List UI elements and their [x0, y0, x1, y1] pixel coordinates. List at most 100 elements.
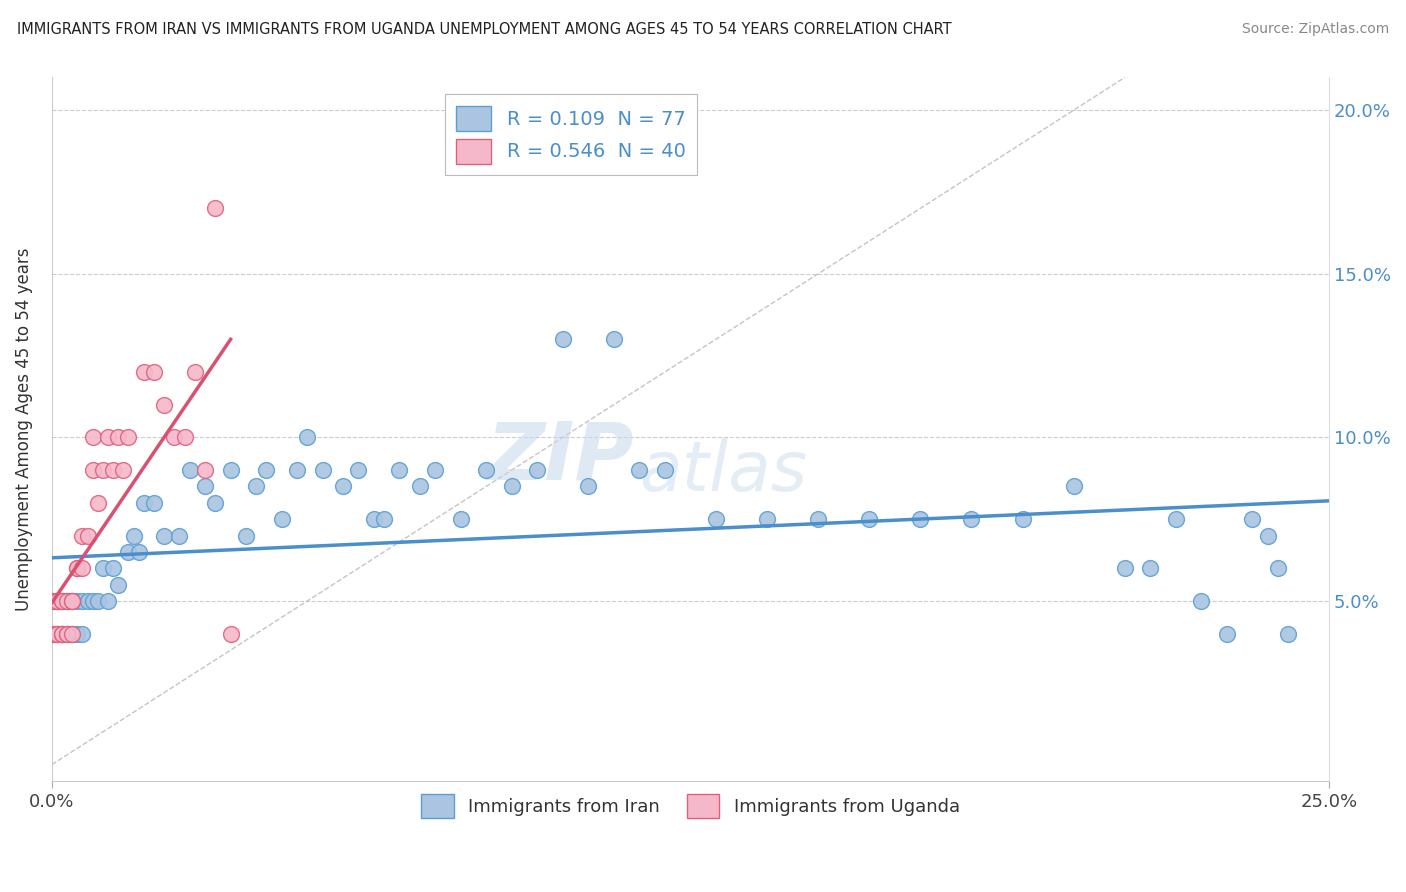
- Point: [91, 561, 114, 575]
- Point: [169, 528, 191, 542]
- Point: [297, 430, 319, 444]
- Point: [1011, 512, 1033, 526]
- Point: [1189, 594, 1212, 608]
- Point: [332, 479, 354, 493]
- Point: [51, 626, 73, 640]
- Point: [204, 202, 226, 216]
- Point: [56, 626, 79, 640]
- Point: [112, 463, 135, 477]
- Point: [97, 594, 120, 608]
- Point: [194, 479, 217, 493]
- Point: [117, 430, 139, 444]
- Point: [51, 626, 73, 640]
- Point: [101, 463, 124, 477]
- Point: [1257, 528, 1279, 542]
- Point: [51, 626, 73, 640]
- Point: [82, 463, 104, 477]
- Point: [1277, 626, 1299, 640]
- Point: [450, 512, 472, 526]
- Point: [132, 365, 155, 379]
- Point: [107, 577, 129, 591]
- Point: [1241, 512, 1264, 526]
- Point: [45, 594, 67, 608]
- Point: [87, 594, 110, 608]
- Point: [311, 463, 333, 477]
- Point: [163, 430, 186, 444]
- Text: atlas: atlas: [640, 438, 807, 505]
- Point: [60, 594, 83, 608]
- Point: [56, 594, 79, 608]
- Point: [41, 594, 63, 608]
- Point: [756, 512, 779, 526]
- Point: [153, 398, 176, 412]
- Point: [45, 594, 67, 608]
- Point: [204, 496, 226, 510]
- Point: [526, 463, 548, 477]
- Point: [1114, 561, 1136, 575]
- Point: [363, 512, 385, 526]
- Point: [1164, 512, 1187, 526]
- Point: [910, 512, 932, 526]
- Point: [1063, 479, 1085, 493]
- Point: [41, 626, 63, 640]
- Point: [45, 594, 67, 608]
- Point: [56, 626, 79, 640]
- Point: [82, 594, 104, 608]
- Point: [254, 463, 277, 477]
- Text: Source: ZipAtlas.com: Source: ZipAtlas.com: [1241, 22, 1389, 37]
- Point: [153, 528, 176, 542]
- Point: [76, 528, 98, 542]
- Point: [66, 561, 89, 575]
- Point: [97, 430, 120, 444]
- Point: [219, 463, 242, 477]
- Point: [51, 594, 73, 608]
- Point: [1216, 626, 1239, 640]
- Point: [184, 365, 207, 379]
- Point: [235, 528, 257, 542]
- Point: [87, 496, 110, 510]
- Point: [72, 528, 94, 542]
- Point: [51, 594, 73, 608]
- Point: [654, 463, 676, 477]
- Point: [60, 594, 83, 608]
- Point: [179, 463, 201, 477]
- Y-axis label: Unemployment Among Ages 45 to 54 years: Unemployment Among Ages 45 to 54 years: [15, 247, 32, 611]
- Point: [347, 463, 370, 477]
- Point: [45, 626, 67, 640]
- Legend: Immigrants from Iran, Immigrants from Uganda: Immigrants from Iran, Immigrants from Ug…: [413, 787, 967, 825]
- Point: [60, 626, 83, 640]
- Point: [72, 626, 94, 640]
- Point: [66, 626, 89, 640]
- Point: [285, 463, 308, 477]
- Point: [41, 626, 63, 640]
- Point: [628, 463, 651, 477]
- Point: [807, 512, 830, 526]
- Point: [56, 594, 79, 608]
- Point: [1267, 561, 1289, 575]
- Point: [66, 594, 89, 608]
- Point: [72, 561, 94, 575]
- Point: [142, 496, 165, 510]
- Point: [51, 626, 73, 640]
- Point: [60, 594, 83, 608]
- Point: [194, 463, 217, 477]
- Point: [1139, 561, 1161, 575]
- Text: IMMIGRANTS FROM IRAN VS IMMIGRANTS FROM UGANDA UNEMPLOYMENT AMONG AGES 45 TO 54 : IMMIGRANTS FROM IRAN VS IMMIGRANTS FROM …: [17, 22, 952, 37]
- Point: [388, 463, 411, 477]
- Point: [45, 626, 67, 640]
- Point: [56, 626, 79, 640]
- Point: [704, 512, 727, 526]
- Point: [51, 626, 73, 640]
- Point: [501, 479, 523, 493]
- Point: [408, 479, 430, 493]
- Point: [858, 512, 880, 526]
- Point: [373, 512, 395, 526]
- Point: [128, 545, 150, 559]
- Point: [245, 479, 267, 493]
- Point: [91, 463, 114, 477]
- Point: [122, 528, 145, 542]
- Point: [45, 626, 67, 640]
- Point: [132, 496, 155, 510]
- Point: [66, 561, 89, 575]
- Point: [117, 545, 139, 559]
